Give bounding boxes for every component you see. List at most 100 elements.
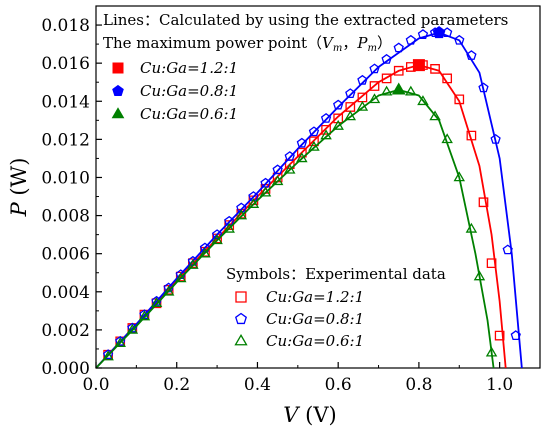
data-point [473, 270, 486, 281]
data-point [175, 272, 187, 283]
y-tick-label: 0.012 [41, 130, 90, 150]
legend-marker [112, 62, 124, 74]
data-point [308, 140, 320, 151]
legend-entry-label: Cu:Ga=0.6:1 [266, 332, 364, 350]
legend-entry-label: Cu:Ga=0.8:1 [140, 82, 238, 100]
mpp-marker [432, 26, 446, 39]
data-point [320, 112, 332, 123]
data-point [466, 50, 477, 60]
data-point [465, 222, 478, 233]
legend-top: Lines：Calculated by using the extracted … [103, 11, 508, 123]
data-point [441, 133, 453, 144]
data-point [368, 93, 381, 104]
x-axis: 0.0 0.2 0.4 0.6 0.8 1.0 [82, 362, 513, 395]
data-point [211, 229, 223, 240]
data-point [308, 126, 320, 137]
legend-marker [111, 107, 125, 119]
legend-marker [235, 291, 247, 303]
data-point [235, 209, 248, 220]
data-point [453, 171, 466, 182]
y-tick-label: 0.014 [41, 92, 90, 112]
legend-top-entry: Cu:Ga=0.8:1 [112, 82, 238, 100]
y-tick-label: 0.008 [41, 207, 90, 227]
data-point [102, 350, 114, 361]
data-point [272, 164, 283, 175]
data-point [356, 100, 369, 111]
data-point [357, 92, 368, 103]
data-point [380, 85, 393, 96]
data-point [485, 346, 498, 357]
y-tick-label: 0.004 [41, 283, 90, 303]
y-tick-label: 0.002 [41, 321, 90, 341]
data-point [283, 163, 296, 174]
series-3 [95, 82, 498, 369]
legend-marker [112, 84, 124, 96]
data-point [417, 95, 429, 106]
x-axis-title: V (V) [283, 403, 336, 427]
y-tick-label: 0.010 [41, 168, 90, 188]
data-point [296, 152, 308, 163]
data-point [247, 198, 260, 208]
data-point [454, 94, 465, 105]
data-point [405, 85, 417, 96]
y-tick-label: 0.000 [41, 359, 90, 379]
data-point [199, 247, 211, 258]
x-tick-label: 1.0 [486, 375, 513, 395]
data-point [510, 330, 521, 340]
legend-top-entry: Cu:Ga=1.2:1 [112, 59, 238, 77]
legend-top-line2: The maximum power point（Vm，Pm） [103, 34, 392, 54]
x-tick-label: 0.2 [163, 375, 190, 395]
data-point [284, 151, 295, 161]
data-point [271, 175, 284, 186]
data-point [344, 110, 357, 121]
data-point [309, 136, 319, 147]
plot-area [95, 5, 541, 369]
mpp-marker [412, 59, 425, 72]
data-point [430, 64, 440, 74]
data-point [357, 74, 368, 85]
legend-bottom-entry: Cu:Ga=0.8:1 [235, 310, 364, 328]
plot-frame [95, 5, 541, 369]
data-point [259, 186, 272, 197]
data-point [211, 234, 223, 245]
data-point [297, 147, 307, 158]
data-point [478, 197, 489, 208]
data-point [260, 184, 271, 194]
data-point [162, 285, 175, 296]
legend-entry-label: Cu:Ga=0.6:1 [140, 105, 238, 123]
data-point [345, 102, 356, 112]
legend-marker [235, 312, 247, 325]
data-point [381, 73, 392, 84]
data-point [114, 337, 126, 348]
legend-top-line1: Lines：Calculated by using the extracted … [103, 11, 508, 29]
mpp-marker [391, 82, 406, 95]
data-point [486, 258, 497, 269]
data-point [417, 29, 429, 39]
data-point [333, 99, 344, 110]
y-axis-title: P (W) [7, 158, 31, 218]
data-point [332, 119, 344, 130]
legend-entry-label: Cu:Ga=1.2:1 [266, 288, 364, 306]
data-point [126, 323, 139, 334]
legend-bottom: Symbols：Experimental data Cu:Ga=1.2:1 Cu:… [226, 265, 446, 350]
data-point [490, 133, 501, 144]
data-point [405, 34, 416, 45]
data-point [381, 53, 392, 64]
data-point [494, 330, 505, 341]
data-point [223, 222, 235, 233]
x-tick-label: 0.0 [82, 375, 109, 395]
data-point [442, 73, 453, 84]
legend-entry-label: Cu:Ga=0.8:1 [266, 310, 364, 328]
data-point [405, 62, 416, 72]
legend-marker [234, 333, 248, 346]
y-tick-label: 0.016 [41, 54, 90, 74]
x-tick-label: 0.8 [405, 375, 432, 395]
data-point [369, 81, 380, 91]
data-point [478, 82, 489, 93]
legend-entry-label: Cu:Ga=1.2:1 [140, 59, 238, 77]
data-point [150, 297, 163, 308]
data-point [296, 137, 308, 148]
data-point [369, 63, 380, 74]
legend-bottom-entry: Cu:Ga=1.2:1 [235, 288, 364, 306]
